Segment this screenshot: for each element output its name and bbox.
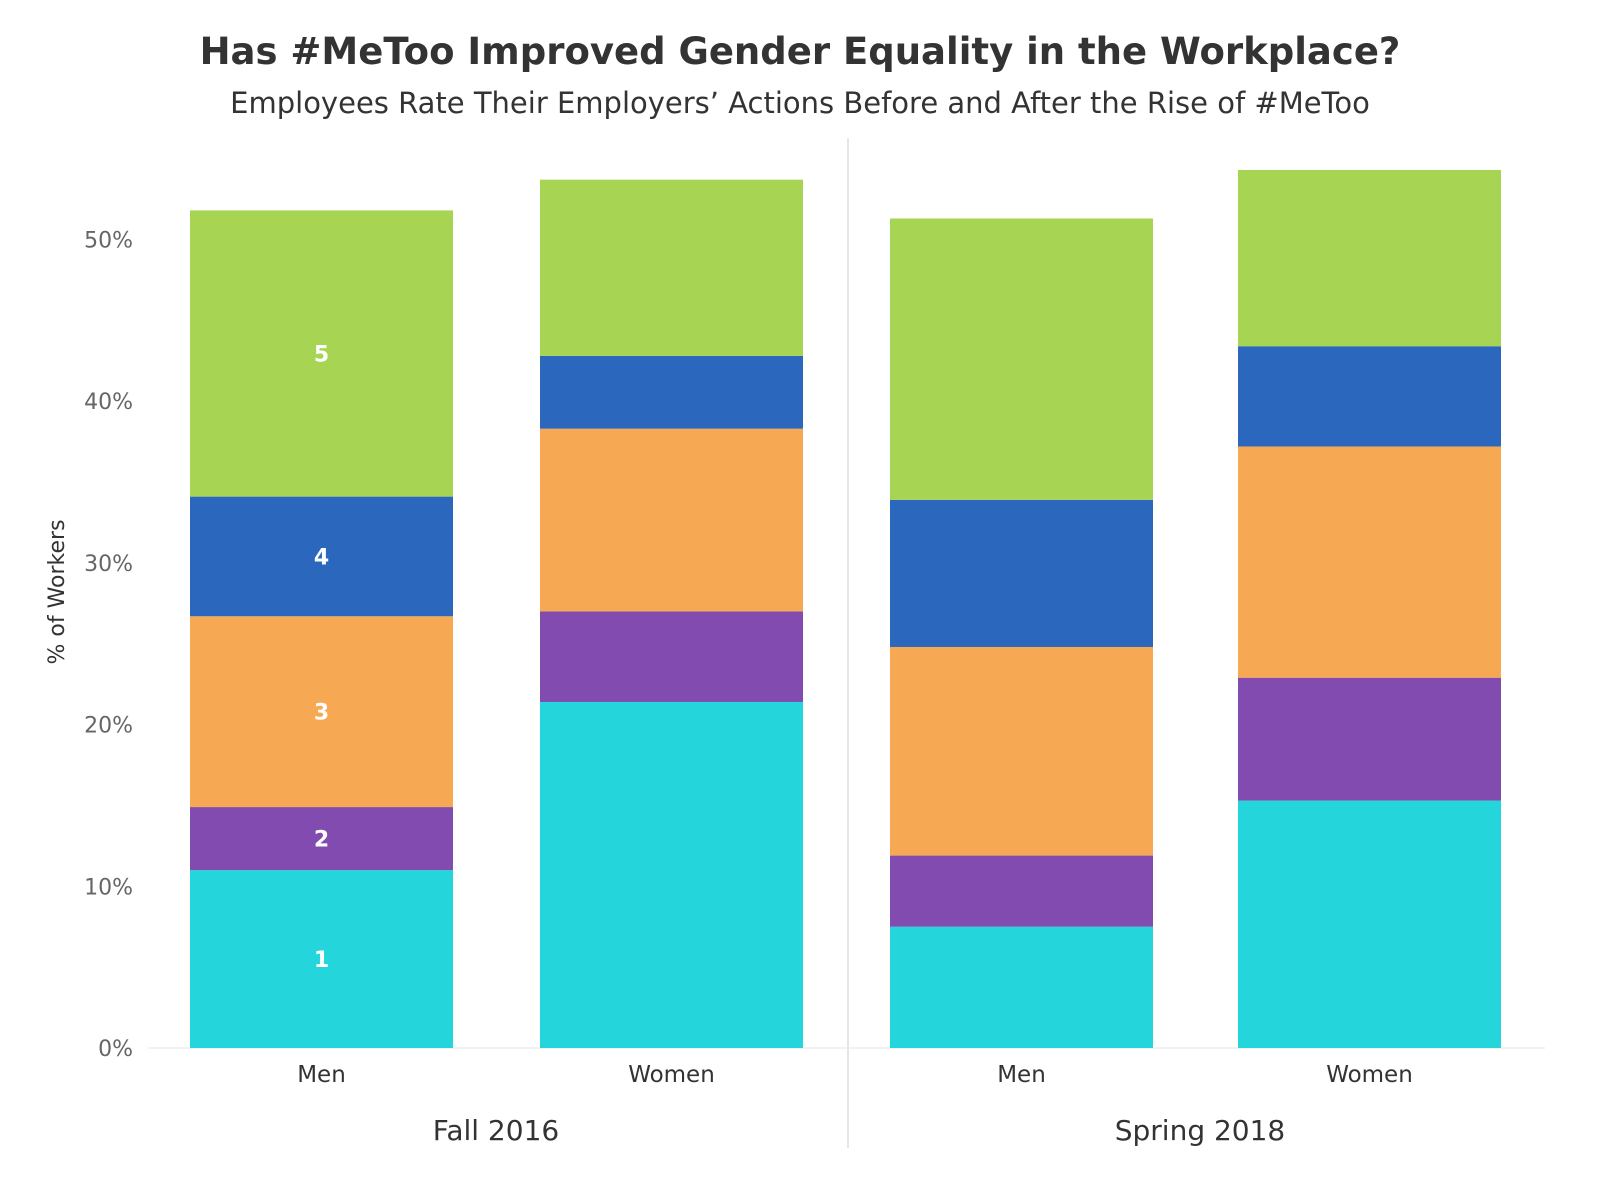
y-tick-label: 20% <box>84 714 133 739</box>
segment-label-5: 5 <box>314 342 329 367</box>
bar-segment-women-1-rating-5 <box>540 179 803 356</box>
bar-segment-men-2-rating-3 <box>890 646 1153 856</box>
y-tick-label: 10% <box>84 875 133 900</box>
y-tick-label: 40% <box>84 390 133 415</box>
bar-segment-women-2-rating-2 <box>1238 677 1501 801</box>
bar-segment-men-2-rating-2 <box>890 855 1153 927</box>
y-axis-label: % of Workers <box>45 519 70 664</box>
bar-segment-women-2-rating-1 <box>1238 800 1501 1048</box>
x-category-label: Men <box>297 1062 346 1088</box>
segment-label-1: 1 <box>314 948 329 973</box>
bar-segment-men-1-rating-1 <box>190 870 453 1048</box>
segment-label-4: 4 <box>314 545 329 570</box>
segment-label-2: 2 <box>314 828 329 853</box>
bar-segment-men-1-rating-4 <box>190 496 453 617</box>
bar-segment-women-1-rating-1 <box>540 701 803 1048</box>
bar-segment-men-1-rating-5 <box>190 210 453 497</box>
x-group-label: Fall 2016 <box>433 1114 559 1147</box>
bar-segment-women-2-rating-4 <box>1238 346 1501 447</box>
bar-segment-men-1-rating-2 <box>190 807 453 871</box>
x-category-label: Women <box>628 1062 715 1088</box>
bar-segment-men-2-rating-1 <box>890 926 1153 1048</box>
y-tick-label: 0% <box>98 1037 133 1062</box>
bar-segment-women-2-rating-5 <box>1238 169 1501 347</box>
x-category-label: Men <box>997 1062 1046 1088</box>
bar-segment-men-1-rating-3 <box>190 616 453 808</box>
bar-segment-men-2-rating-5 <box>890 218 1153 500</box>
segment-label-3: 3 <box>314 701 329 726</box>
bar-segment-women-2-rating-3 <box>1238 446 1501 678</box>
bar-segment-women-1-rating-4 <box>540 355 803 429</box>
bar-segment-men-2-rating-4 <box>890 499 1153 647</box>
bar-segment-women-1-rating-3 <box>540 428 803 612</box>
y-tick-label: 50% <box>84 229 133 254</box>
x-group-label: Spring 2018 <box>1115 1114 1286 1147</box>
x-category-label: Women <box>1326 1062 1413 1088</box>
y-tick-label: 30% <box>84 552 133 577</box>
chart-subtitle: Employees Rate Their Employers’ Actions … <box>230 86 1370 120</box>
bar-segment-women-1-rating-2 <box>540 611 803 702</box>
chart-title: Has #MeToo Improved Gender Equality in t… <box>199 30 1401 73</box>
